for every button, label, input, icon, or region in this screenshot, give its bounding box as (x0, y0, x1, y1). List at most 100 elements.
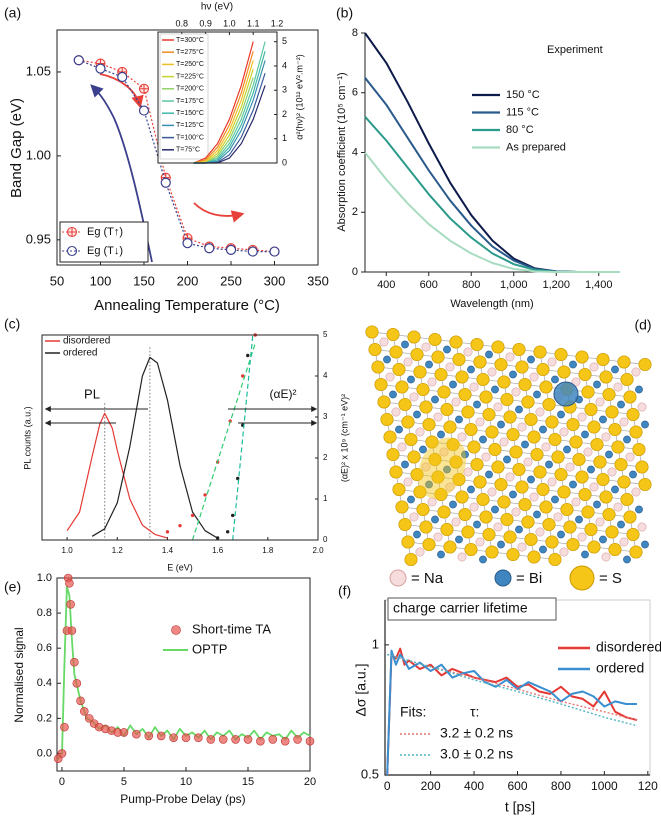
s-atom (533, 345, 547, 359)
s-atom (611, 440, 625, 454)
bi-atom (437, 550, 445, 559)
s-atom (506, 427, 520, 442)
trend-arrow (193, 202, 245, 223)
y-tick-label: 0.6 (37, 642, 52, 654)
data-point (305, 736, 315, 746)
bi-atom (503, 455, 511, 464)
na-atom (589, 362, 599, 372)
na-atom (601, 552, 611, 562)
bi-atom (401, 460, 409, 469)
s-atom (389, 345, 403, 359)
s-atom (458, 387, 472, 402)
y-tick-label: 0.4 (37, 677, 52, 689)
series-line (193, 60, 254, 164)
bi-atom (599, 535, 607, 544)
legend-label: T=275°C (176, 48, 204, 56)
na-atom (517, 422, 527, 432)
s-atom (485, 545, 499, 559)
data-point (160, 177, 171, 188)
series-line (364, 77, 620, 273)
label: (f) (338, 583, 351, 599)
s-atom (494, 477, 508, 492)
data-point (73, 55, 84, 66)
title: charge carrier lifetime (393, 600, 528, 616)
inset-frame (157, 31, 278, 164)
s-atom (605, 525, 619, 539)
bi-atom (455, 535, 463, 544)
x-tick-label: 1.0 (62, 546, 74, 555)
y-tick-label: 2 (282, 109, 287, 119)
s-atom (374, 377, 388, 392)
na-atom (421, 462, 431, 472)
na-atom (439, 447, 449, 457)
x-tick-label: 1000 (591, 779, 618, 793)
y-label: Normalised signal (12, 627, 26, 722)
data-point (165, 530, 170, 534)
s-atom (422, 417, 436, 432)
bi-atom (551, 495, 559, 504)
na-atom (481, 452, 491, 462)
annotation: (αE)² (270, 387, 297, 401)
na-atom (409, 392, 419, 402)
s-atom (464, 422, 478, 437)
y-tick-label: 3 (323, 412, 328, 421)
s-atom (623, 390, 637, 404)
x-label: Pump-Probe Delay (ps) (120, 792, 245, 806)
na-atom (511, 387, 521, 397)
na-atom (409, 512, 419, 522)
s-atom (581, 385, 595, 399)
s-atom (368, 342, 382, 357)
na-atom (487, 487, 497, 497)
s-atom (491, 340, 505, 354)
x-tick-label: 1,400 (585, 279, 613, 291)
s-atom (383, 430, 397, 444)
crystal-structure (365, 325, 652, 567)
legend-label: 80 °C (506, 124, 534, 136)
s-atom (536, 482, 550, 497)
bi-atom (533, 390, 541, 399)
data-point (246, 353, 250, 358)
s-atom (614, 457, 628, 472)
legend-label: T=100°C (176, 133, 204, 141)
legend-label: T=300°C (176, 36, 204, 44)
na-atom (463, 347, 473, 357)
s-atom (398, 397, 412, 412)
s-atom (617, 475, 631, 489)
bi-atom (449, 380, 457, 389)
s-atom (461, 405, 475, 419)
bi-atom (617, 400, 625, 409)
s-atom (599, 490, 613, 504)
s-atom (620, 372, 634, 387)
s-atom (398, 517, 412, 532)
na-atom (445, 362, 455, 372)
s-atom (518, 377, 532, 392)
bi-atom (479, 435, 487, 444)
legend-label: 3.0 ± 0.2 ns (440, 746, 513, 762)
y2-label: (αE)² x 10⁹ (cm⁻¹ eV)² (339, 394, 349, 482)
legend-atom (389, 569, 407, 587)
s-atom (431, 350, 445, 364)
series-line (364, 116, 620, 273)
s-atom (593, 455, 607, 469)
bi-atom (641, 420, 649, 429)
s-atom (617, 355, 631, 369)
s-atom (566, 417, 580, 432)
bi-atom (581, 430, 589, 439)
x-tick-label: 100 (90, 273, 112, 288)
s-atom (503, 530, 517, 544)
na-atom (511, 507, 521, 517)
data-point (231, 735, 240, 744)
s-atom (371, 360, 385, 374)
data-point (215, 536, 220, 540)
s-atom (458, 507, 472, 522)
bi-atom (395, 425, 403, 434)
bi-atom (431, 395, 439, 404)
bi-atom (389, 390, 397, 399)
y-label: Band Gap (eV) (8, 98, 25, 198)
bi-atom (413, 530, 421, 539)
s-atom (599, 370, 613, 384)
x-tick-label: 150 (133, 273, 155, 288)
legend-label: Eg (T↓) (87, 245, 123, 257)
bi-atom (593, 500, 601, 509)
